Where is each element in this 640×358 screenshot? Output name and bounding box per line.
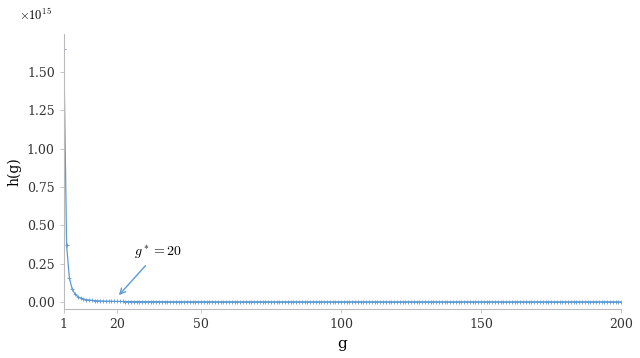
Text: $\times 10^{15}$: $\times 10^{15}$ xyxy=(19,7,52,23)
Text: $g^* = 20$: $g^* = 20$ xyxy=(120,244,181,294)
X-axis label: g: g xyxy=(337,337,348,351)
Y-axis label: h(g): h(g) xyxy=(7,157,21,186)
